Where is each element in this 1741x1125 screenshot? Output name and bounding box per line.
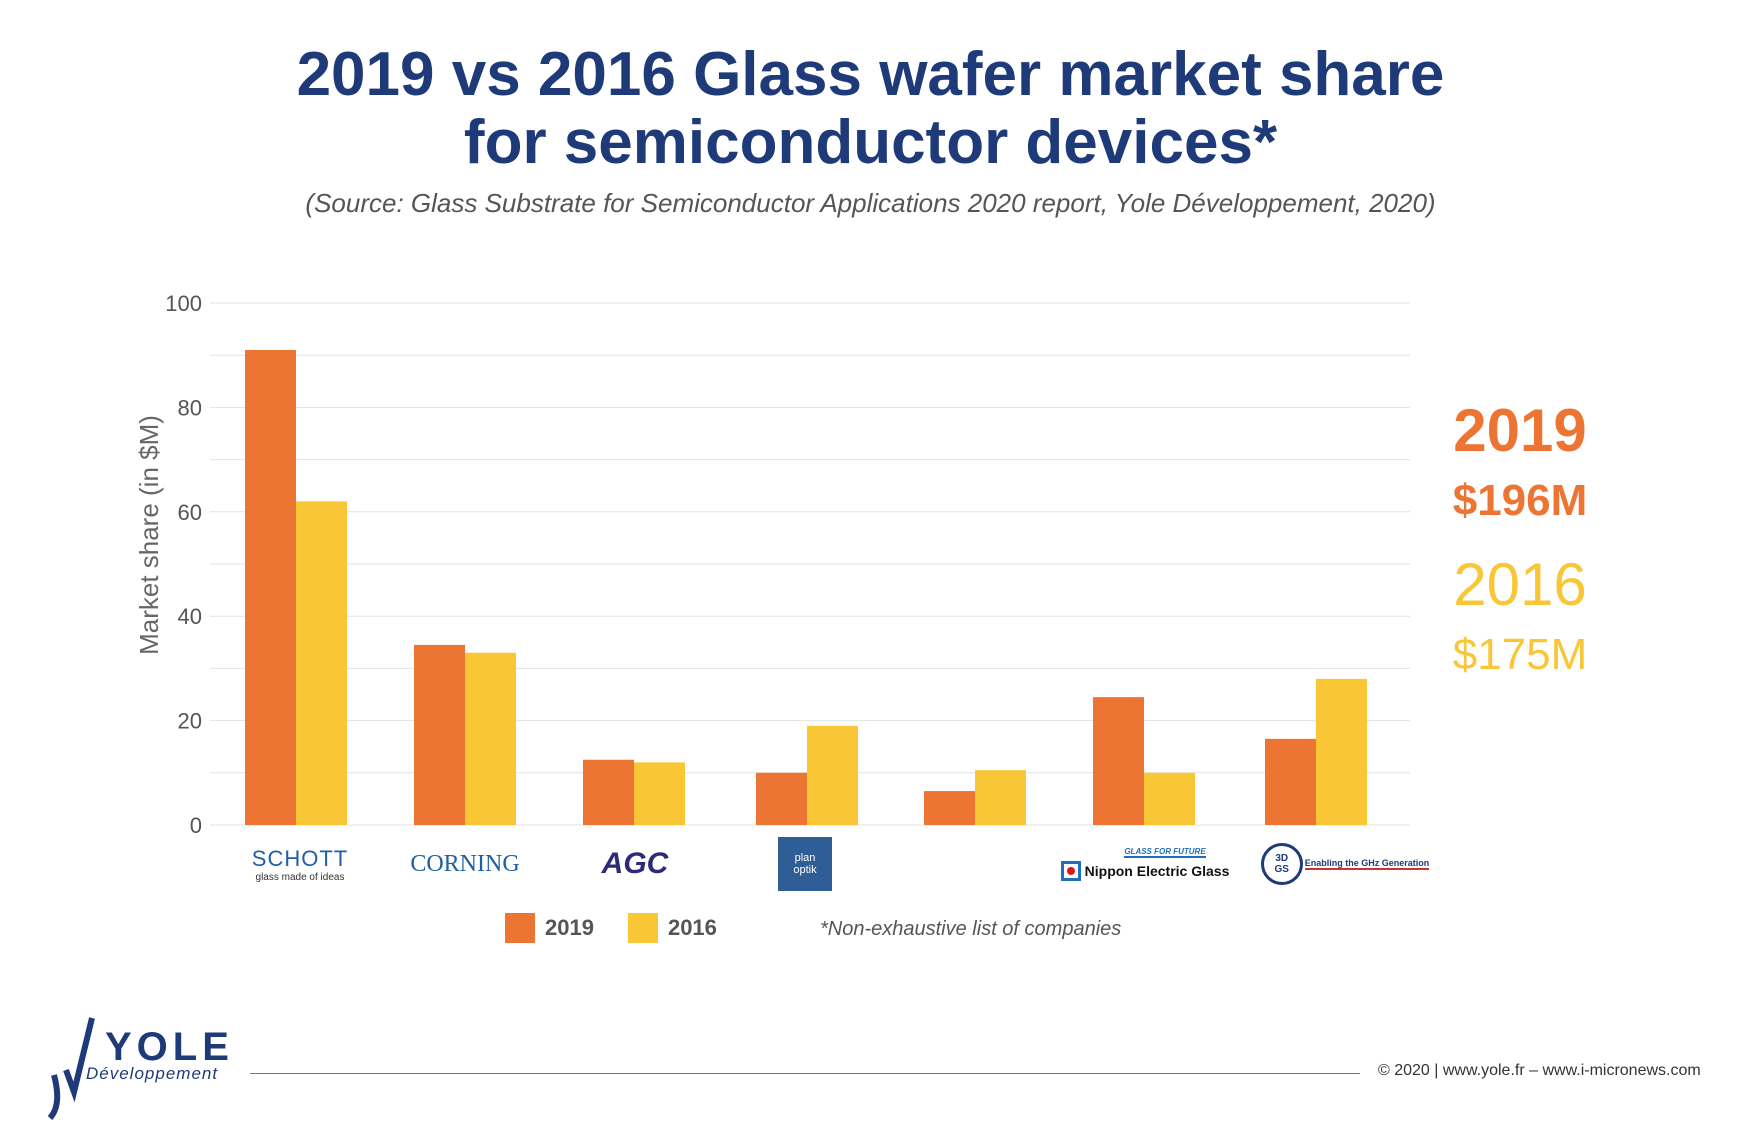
bar-2016-2 — [465, 652, 516, 825]
bar-2019-3 — [583, 759, 634, 825]
tdgs-circle-icon: 3D GS — [1260, 843, 1303, 885]
tdgs-name: 3D GS — [1274, 853, 1289, 875]
y-tick-labels: 0 20 40 60 80 100 — [165, 291, 202, 838]
footnote: *Non-exhaustive list of companies — [820, 918, 1122, 940]
source-subtitle: (Source: Glass Substrate for Semiconduct… — [305, 188, 1436, 218]
total-2016-year: 2016 — [1453, 551, 1587, 618]
footer-copyright: © 2020 | www.yole.fr – www.i-micronews.c… — [1378, 1062, 1701, 1079]
bar-2016-3 — [634, 762, 685, 825]
bar-2019-5 — [924, 791, 975, 825]
legend-label-2019: 2019 — [545, 915, 594, 940]
schott-tagline: glass made of ideas — [255, 871, 345, 883]
planoptik-name: plan optik — [793, 852, 817, 876]
bar-2019-1 — [245, 349, 296, 825]
y-tick-label: 20 — [178, 709, 202, 734]
y-tick-label: 40 — [178, 604, 202, 629]
y-tick-label: 0 — [190, 813, 202, 838]
bar-2019-4 — [756, 772, 807, 825]
bar-2016-1 — [296, 501, 347, 825]
neg-name: Nippon Electric Glass — [1084, 863, 1230, 879]
bar-2016-4 — [807, 725, 858, 825]
schott-name: SCHOTT — [251, 845, 349, 871]
neg-mark-icon — [1060, 861, 1081, 881]
bar-2016-7 — [1316, 678, 1367, 825]
bars — [245, 349, 1367, 825]
legend: 2019 2016 — [505, 912, 751, 944]
neg-tagline: GLASS FOR FUTURE — [1124, 847, 1206, 858]
y-tick-label: 100 — [165, 291, 202, 316]
logo-neg: GLASS FOR FUTURE Nippon Electric Glass — [1060, 836, 1230, 892]
bar-2019-7 — [1265, 738, 1316, 825]
legend-swatch-2016 — [627, 913, 658, 943]
yole-logo-subtitle: Développement — [86, 1064, 219, 1083]
logo-agc: AGC — [585, 836, 685, 892]
bar-2016-6 — [1144, 772, 1195, 825]
bar-2016-5 — [975, 770, 1026, 825]
corning-name: CORNING — [410, 850, 520, 877]
logo-3dgs: 3D GS Enabling the GHz Generation — [1260, 836, 1430, 892]
bar-2019-6 — [1093, 697, 1144, 825]
chart-title-line1: 2019 vs 2016 Glass wafer market share — [296, 40, 1445, 109]
logo-schott: SCHOTT glass made of ideas — [240, 836, 360, 892]
y-tick-label: 60 — [178, 500, 202, 525]
footer-divider — [250, 1073, 1360, 1074]
logo-planoptik: plan optik — [778, 837, 832, 891]
y-tick-label: 80 — [178, 395, 202, 420]
gridlines — [210, 302, 1410, 826]
yole-logo-word: YOLE — [105, 1025, 234, 1069]
total-2016-value: $175M — [1452, 630, 1588, 679]
bar-2019-2 — [414, 644, 465, 825]
legend-label-2016: 2016 — [667, 915, 717, 940]
total-2019-year: 2019 — [1453, 397, 1587, 464]
total-2019-value: $196M — [1452, 476, 1588, 525]
tdgs-tagline: Enabling the GHz Generation — [1304, 858, 1430, 870]
agc-name: AGC — [601, 847, 669, 880]
legend-swatch-2019 — [505, 913, 535, 943]
chart-title-line2: for semiconductor devices* — [463, 108, 1278, 177]
y-axis-label: Market share (in $M) — [134, 415, 164, 655]
logo-corning: CORNING — [400, 836, 530, 892]
yole-logo-icon — [47, 1017, 95, 1120]
